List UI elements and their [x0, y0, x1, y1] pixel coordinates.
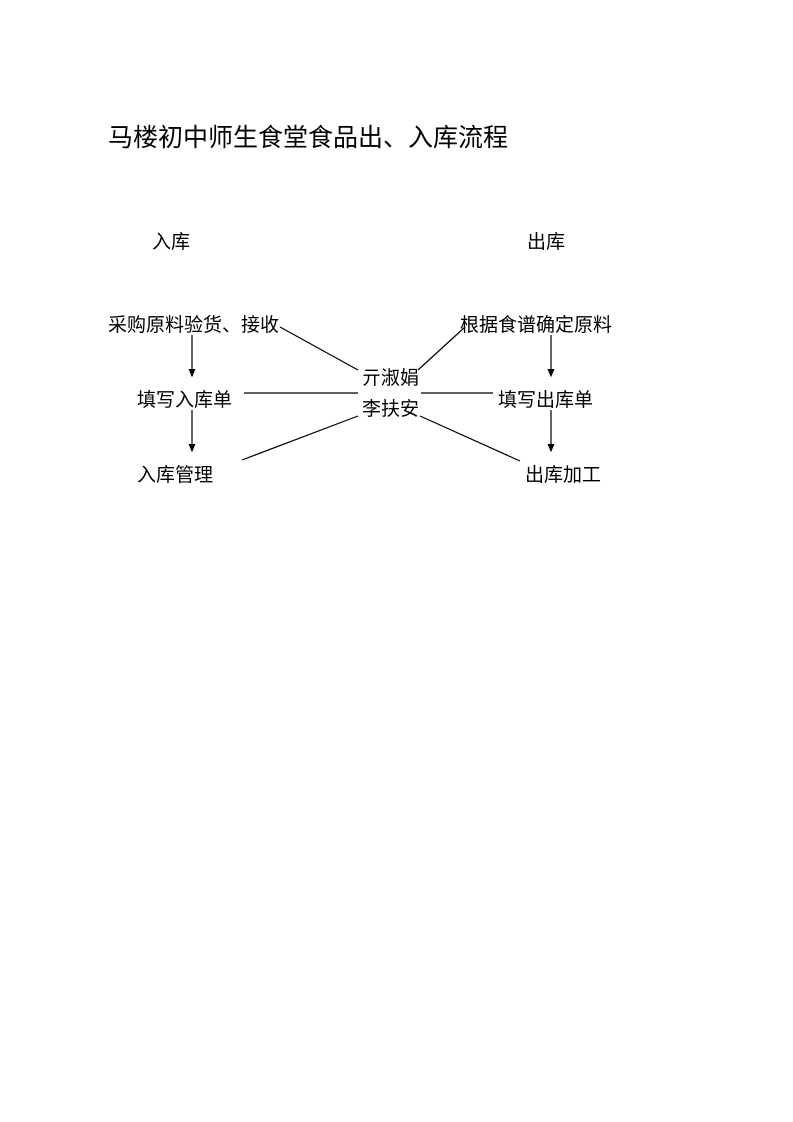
node-inbound-mgmt: 入库管理	[137, 460, 213, 487]
node-inbound-header: 入库	[152, 227, 190, 254]
node-purchase-receive: 采购原料验货、接收	[108, 310, 279, 337]
node-fill-outbound: 填写出库单	[498, 385, 593, 412]
flowchart-connectors	[0, 0, 793, 1122]
node-person-2: 李扶安	[362, 394, 419, 421]
node-outbound-process: 出库加工	[525, 460, 601, 487]
node-fill-inbound: 填写入库单	[137, 385, 232, 412]
node-person-1: 亓淑娟	[362, 363, 419, 390]
node-outbound-header: 出库	[527, 227, 565, 254]
diagram-title: 马楼初中师生食堂食品出、入库流程	[108, 118, 508, 154]
node-recipe-determine: 根据食谱确定原料	[460, 310, 612, 337]
